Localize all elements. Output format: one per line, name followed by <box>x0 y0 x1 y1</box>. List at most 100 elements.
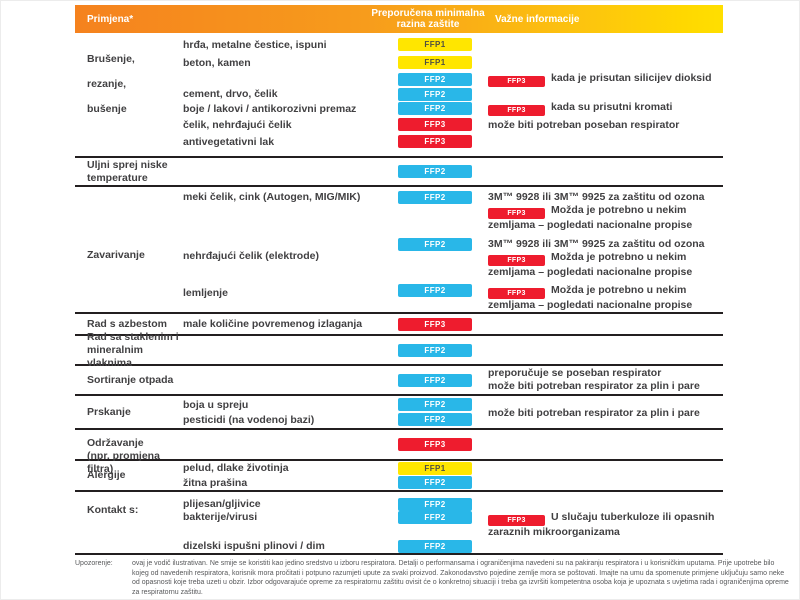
table-row: antivegetativni lak FFP3 <box>183 133 723 150</box>
protection-badge-ffp2: FFP2 <box>398 87 472 101</box>
category-line: Održavanje <box>87 437 144 449</box>
info-badge-ffp3: FFP3 <box>488 208 545 219</box>
table-header: Primjena* Preporučena minimalna razina z… <box>75 5 723 33</box>
protection-badge-ffp2: FFP2 <box>398 284 472 297</box>
table-row: plijesan/gljivice FFP2 <box>183 497 723 511</box>
category-label: Prskanje <box>75 396 183 428</box>
info-text: Možda je potrebno u nekim <box>551 204 687 216</box>
footer-disclaimer-text: ovaj je vodič ilustrativan. Ne smije se … <box>132 560 789 596</box>
material-label: beton, kamen <box>183 56 251 69</box>
table-row: boje / lakovi / antikorozivni premaz FFP… <box>183 101 723 116</box>
footer-disclaimer: Upozorenje: ovaj je vodič ilustrativan. N… <box>75 559 789 597</box>
protection-badge-ffp2: FFP2 <box>398 476 472 489</box>
category-label: Sortiranje otpada <box>75 366 183 394</box>
info-text: kada je prisutan silicijev dioksid <box>551 72 712 84</box>
category-line: Zavarivanje <box>87 249 145 261</box>
section-spraying: Prskanje boja u spreju FFP2 pesticidi (n… <box>75 396 723 430</box>
protection-badge-ffp2: FFP2 <box>398 511 472 524</box>
category-line: mineralnim vlaknima <box>87 343 144 369</box>
protection-badge-ffp2: FFP2 <box>398 343 472 357</box>
material-label: bakterije/virusi <box>183 511 258 523</box>
important-info: može biti potreban poseban respirator <box>488 119 723 131</box>
info-text: kada su prisutni kromati <box>551 101 673 113</box>
info-text: može biti potreban poseban respirator <box>488 118 680 131</box>
protection-badge-ffp2: FFP2 <box>398 165 472 178</box>
section-rows: hrđa, metalne čestice, ispuni FFP1 beton… <box>183 33 723 156</box>
section-oil-mist: Uljni sprej niske temperature FFP2 <box>75 158 723 187</box>
category-line: rezanje, <box>87 78 127 90</box>
material-label: pelud, dlake životinja <box>183 462 289 474</box>
material-label: male količine povremenog izlaganja <box>183 318 363 330</box>
info-badge-ffp3: FFP3 <box>488 76 545 87</box>
table-row: cement, drvo, čelik FFP2 <box>183 87 723 101</box>
important-info: preporučuje se poseban respirator može b… <box>488 367 723 393</box>
table-row: boja u spreju FFP2 <box>183 397 723 412</box>
section-rows: boja u spreju FFP2 pesticidi (na vodenoj… <box>183 396 723 428</box>
section-rows: meki čelik, cink (Autogen, MIG/MIK) FFP2… <box>183 187 723 312</box>
table-row: FFP2 FFP3 kada je prisutan silicijev diok… <box>183 72 723 87</box>
section-maintenance: Održavanje (npr. promjena filtra) FFP3 <box>75 430 723 475</box>
protection-badge-ffp2: FFP2 <box>398 497 472 511</box>
protection-badge-ffp1: FFP1 <box>398 38 472 51</box>
section-rows: FFP3 <box>183 430 723 459</box>
section-glass-mineral-fibres: Rad sa staklenim i mineralnim vlaknima F… <box>75 331 723 369</box>
table-row: FFP2 <box>183 336 723 364</box>
info-badge-ffp3: FFP3 <box>488 515 545 526</box>
important-info: FFP3 U slučaju tuberkuloze ili opasnih za… <box>488 511 723 539</box>
protection-badge-ffp2: FFP2 <box>398 238 472 251</box>
category-label: Održavanje (npr. promjena filtra) <box>75 430 183 475</box>
important-info: FFP3 Možda je potrebno u nekim zemljama –… <box>488 284 723 312</box>
info-text: U slučaju tuberkuloze ili opasnih <box>551 511 715 523</box>
important-info: može biti potreban respirator za plin i … <box>488 407 700 420</box>
info-text: može biti potreban respirator za plin i … <box>488 380 700 392</box>
protection-badge-ffp2: FFP2 <box>398 191 472 204</box>
table-row: FFP2 <box>183 158 723 185</box>
category-line: temperature <box>87 171 148 184</box>
protection-column-header: Preporučena minimalna razina zaštite <box>353 5 503 33</box>
material-label: plijesan/gljivice <box>183 498 261 510</box>
info-text: zaraznih mikroorganizama <box>488 526 620 538</box>
info-text: zemljama – pogledati nacionalne propise <box>488 266 693 278</box>
material-label: boja u spreju <box>183 398 249 411</box>
table-row: lemljenje FFP2 FFP3 Možda je potrebno u n… <box>183 279 723 311</box>
info-badge-ffp3: FFP3 <box>488 105 545 116</box>
info-badge-ffp3: FFP3 <box>488 288 545 299</box>
section-allergies: Alergije pelud, dlake životinja FFP1 žit… <box>75 461 723 492</box>
protection-badge-ffp3: FFP3 <box>398 135 472 148</box>
category-line: Kontakt s: <box>87 504 139 516</box>
section-rows: pelud, dlake životinja FFP1 žitna prašin… <box>183 461 723 490</box>
protection-badge-ffp2: FFP2 <box>398 539 472 553</box>
table-row: pelud, dlake životinja FFP1 <box>183 461 723 475</box>
table-row: nehrđajući čelik (elektrode) FFP2 3M™ 99… <box>183 232 723 279</box>
section-rows: FFP2 <box>183 336 723 364</box>
protection-badge-ffp1: FFP1 <box>398 461 472 475</box>
category-line: Rad s azbestom <box>87 317 167 330</box>
protection-header-line2: razina zaštite <box>396 19 460 30</box>
category-label: Zavarivanje <box>75 187 183 312</box>
info-text: Možda je potrebno u nekim <box>551 251 687 263</box>
section-asbestos: Rad s azbestom male količine povremenog … <box>75 314 723 336</box>
category-line: Uljni sprej niske <box>87 158 168 171</box>
material-label: boje / lakovi / antikorozivni premaz <box>183 102 357 115</box>
footer-warning-label: Upozorenje: <box>75 560 113 567</box>
material-label: antivegetativni lak <box>183 135 275 148</box>
section-welding: Zavarivanje meki čelik, cink (Autogen, M… <box>75 187 723 314</box>
protection-badge-ffp2: FFP2 <box>398 398 472 411</box>
table-row: beton, kamen FFP1 <box>183 53 723 72</box>
category-line: Alergije <box>87 469 126 481</box>
section-rows: FFP2 <box>183 158 723 185</box>
protection-badge-ffp1: FFP1 <box>398 56 472 69</box>
category-label: Uljni sprej niske temperature <box>75 158 183 185</box>
category-label: Alergije <box>75 461 183 490</box>
protection-badge-ffp2: FFP2 <box>398 102 472 115</box>
protection-header-line1: Preporučena minimalna <box>371 8 485 19</box>
table-row: meki čelik, cink (Autogen, MIG/MIK) FFP2… <box>183 187 723 232</box>
material-label: dizelski ispušni plinovi / dim <box>183 540 325 552</box>
info-text: 3M™ 9928 ili 3M™ 9925 za zaštitu od ozon… <box>488 238 705 250</box>
table-row: dizelski ispušni plinovi / dim FFP2 <box>183 539 723 553</box>
section-grinding-cutting-drilling: Brušenje, rezanje, bušenje hrđa, metalne… <box>75 33 723 158</box>
section-rows: FFP2 preporučuje se poseban respirator m… <box>183 366 723 394</box>
category-line: Sortiranje otpada <box>87 373 174 386</box>
category-line: Brušenje, <box>87 53 135 65</box>
